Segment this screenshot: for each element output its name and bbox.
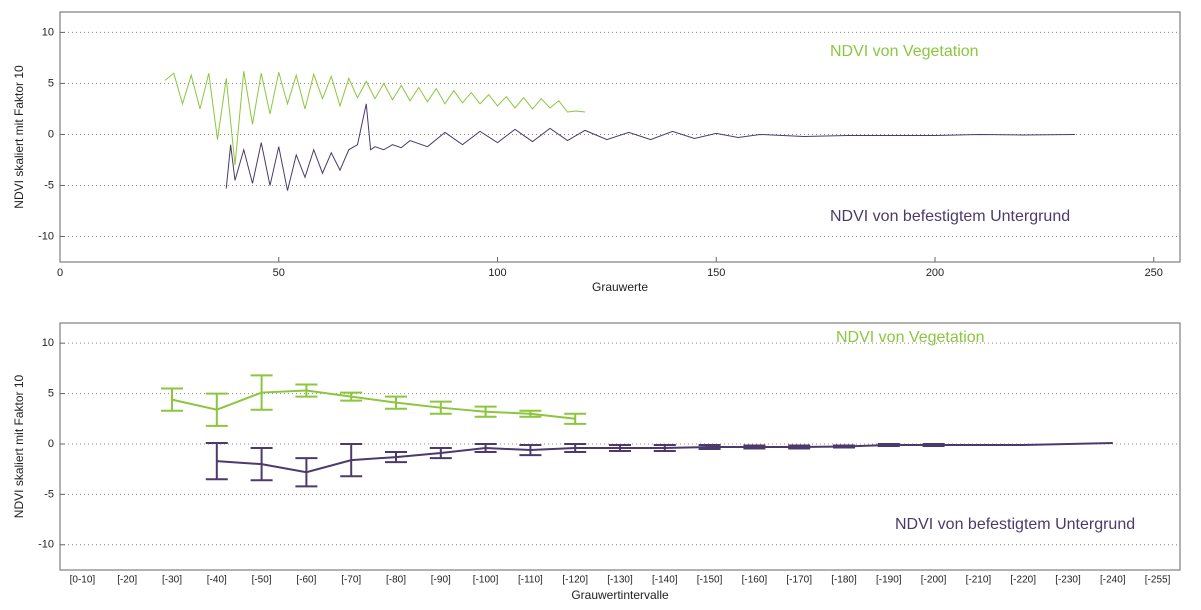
x-tick-label: [-120]: [562, 575, 588, 586]
x-axis-label: Grauwerte: [592, 280, 648, 294]
x-tick-label: [-180]: [831, 575, 857, 586]
series-line: [225, 103, 1076, 191]
x-tick-label: [-210]: [966, 575, 992, 586]
y-tick-label: 10: [42, 26, 54, 38]
series-line: [171, 389, 576, 420]
x-tick-label: [-40]: [207, 575, 227, 586]
y-tick-label: 10: [42, 337, 54, 349]
y-axis-label: NDVI skaliert mit Faktor 10: [12, 65, 26, 209]
x-tick-label: [-255]: [1145, 575, 1171, 586]
error-bar: [205, 441, 228, 481]
x-tick-label: [-230]: [1055, 575, 1081, 586]
x-tick-label: [-90]: [431, 575, 451, 586]
annotation: NDVI von befestigtem Untergrund: [895, 516, 1135, 533]
plot-frame: [59, 322, 1181, 571]
error-bar: [385, 451, 407, 464]
error-bar: [609, 443, 631, 453]
y-tick-label: 5: [48, 387, 54, 399]
error-bar: [788, 444, 811, 450]
error-bar: [519, 443, 542, 457]
error-bar: [250, 374, 273, 411]
y-tick-label: 5: [48, 77, 54, 89]
x-axis-label: Grauwertintervalle: [571, 588, 669, 602]
x-tick-label: 200: [926, 267, 944, 279]
x-tick-label: [-150]: [697, 575, 723, 586]
annotation: NDVI von Vegetation: [830, 43, 979, 60]
error-bar: [340, 442, 363, 478]
x-tick-label: [-160]: [742, 575, 768, 586]
error-bar: [429, 447, 452, 460]
x-tick-label: [-70]: [341, 575, 361, 586]
error-bar: [340, 391, 363, 402]
error-bar: [161, 387, 183, 412]
y-tick-label: -5: [44, 488, 54, 500]
error-bar: [295, 457, 318, 488]
y-axis-label: NDVI skaliert mit Faktor 10: [12, 374, 26, 518]
error-bar: [474, 405, 497, 418]
x-tick-label: [-80]: [386, 575, 406, 586]
series-line: [164, 71, 586, 166]
x-tick-label: [-20]: [117, 575, 137, 586]
error-bar: [295, 383, 318, 398]
error-bar: [564, 412, 587, 425]
error-bar: [877, 442, 900, 447]
x-tick-label: [-30]: [162, 575, 182, 586]
error-bar: [474, 442, 497, 454]
x-tick-label: [-60]: [296, 575, 316, 586]
error-bar: [833, 444, 855, 449]
error-bar: [698, 443, 721, 451]
error-bar: [205, 392, 228, 427]
y-tick-label: -10: [38, 230, 54, 242]
error-bar: [519, 409, 542, 418]
x-tick-label: 100: [488, 267, 506, 279]
y-tick-label: 0: [48, 438, 54, 450]
y-tick-label: -10: [38, 539, 54, 551]
x-tick-label: 50: [273, 267, 285, 279]
x-tick-label: [-220]: [1010, 575, 1036, 586]
error-bar: [922, 442, 945, 447]
error-bar: [250, 447, 273, 482]
x-tick-label: 150: [707, 267, 725, 279]
x-tick-label: [-50]: [252, 575, 272, 586]
annotation: NDVI von befestigtem Untergrund: [830, 208, 1070, 225]
error-bar: [653, 443, 676, 453]
x-tick-label: [-170]: [786, 575, 812, 586]
y-tick-label: 0: [48, 128, 54, 140]
x-tick-label: 250: [1145, 267, 1163, 279]
x-tick-label: [-200]: [921, 575, 947, 586]
x-tick-label: [0-10]: [70, 575, 96, 586]
error-bar: [564, 442, 587, 454]
y-tick-label: -5: [44, 179, 54, 191]
x-tick-label: [-100]: [473, 575, 499, 586]
annotation: NDVI von Vegetation: [836, 329, 985, 346]
x-tick-label: [-140]: [652, 575, 678, 586]
x-tick-label: [-110]: [518, 575, 543, 586]
x-tick-label: 0: [57, 267, 63, 279]
error-bar: [429, 400, 452, 415]
error-bar: [743, 444, 766, 450]
x-tick-label: [-190]: [876, 575, 902, 586]
error-bar: [385, 395, 407, 410]
x-tick-label: [-240]: [1100, 575, 1126, 586]
x-tick-label: [-130]: [607, 575, 633, 586]
plot-frame: [59, 11, 1181, 263]
